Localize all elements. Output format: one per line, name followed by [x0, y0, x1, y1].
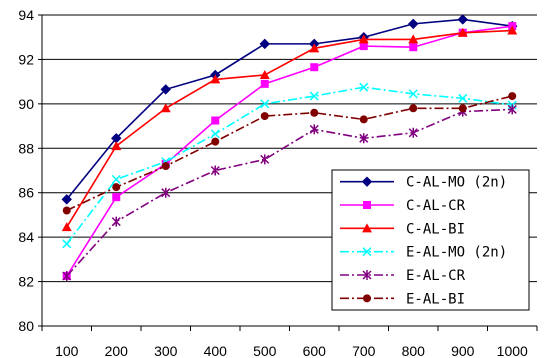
legend-item: C-AL-BI [340, 221, 465, 237]
data-point [111, 141, 122, 151]
data-point [457, 14, 468, 25]
data-point [260, 79, 269, 88]
data-point [161, 162, 170, 171]
legend-swatch-marker [362, 223, 372, 233]
y-tick-label: 94 [18, 7, 34, 23]
data-point [260, 154, 270, 165]
data-point [409, 43, 418, 52]
x-tick-label: 400 [204, 343, 228, 358]
x-tick-label: 200 [105, 343, 129, 358]
y-tick-label: 92 [18, 51, 34, 67]
series-5 [62, 104, 517, 282]
x-tick-label: 100 [55, 343, 79, 358]
data-point [62, 239, 72, 249]
data-point [160, 84, 171, 95]
data-point [61, 194, 72, 205]
y-tick-label: 82 [18, 274, 34, 290]
data-point [260, 99, 270, 109]
series-line [66, 108, 513, 277]
data-point [507, 25, 518, 35]
data-point [62, 271, 72, 282]
data-point [359, 133, 369, 144]
legend-label: E-AL-BI [406, 291, 465, 307]
x-tick-label: 500 [253, 343, 277, 358]
x-tick-label: 800 [402, 343, 426, 358]
legend-label: E-AL-CR [406, 268, 466, 284]
data-point [309, 43, 320, 53]
legend-label: C-AL-MO (2n) [406, 175, 507, 191]
legend-box [331, 169, 530, 311]
legend-item: E-AL-BI [340, 291, 465, 307]
data-point [359, 42, 368, 51]
data-point [210, 129, 220, 139]
data-point [210, 165, 220, 176]
data-point [112, 193, 121, 202]
data-point [160, 103, 171, 113]
data-point [508, 92, 517, 101]
data-point [408, 34, 419, 44]
data-point [408, 18, 419, 30]
legend-swatch-marker [362, 270, 372, 280]
data-point [61, 222, 72, 232]
legend-swatch-marker [363, 294, 371, 303]
gridlines [42, 14, 537, 283]
legend-swatch-marker [362, 247, 372, 257]
data-point [309, 124, 319, 135]
data-point [408, 89, 418, 99]
axes: 80 82 84 86 88 90 92 94 100 200 300 400 500 600 700 800… [18, 7, 538, 358]
legend-item: E-AL-CR [340, 268, 466, 284]
series-line [66, 95, 513, 212]
data-point [112, 183, 121, 192]
data-point [62, 206, 71, 215]
legend-label: C-AL-BI [406, 221, 465, 237]
y-tick-label: 86 [18, 185, 34, 201]
legend-swatch-marker [361, 176, 373, 187]
series-line [66, 29, 513, 228]
data-point [211, 137, 220, 146]
series-6 [62, 92, 517, 215]
x-tick-label: 300 [154, 343, 178, 358]
series-line [66, 86, 513, 245]
data-point [111, 174, 121, 184]
data-point [260, 112, 269, 121]
data-point [358, 34, 369, 44]
data-point [409, 104, 418, 113]
x-tick-label: 1000 [497, 343, 528, 358]
series-3 [61, 25, 518, 232]
data-point [458, 93, 468, 103]
legend-item: E-AL-MO (2n) [340, 245, 507, 261]
legend-item: C-AL-MO (2n) [340, 175, 507, 191]
x-tick-label: 600 [303, 343, 327, 358]
x-tick-label: 900 [451, 343, 475, 358]
y-tick-label: 90 [18, 96, 34, 112]
y-tick-label: 80 [18, 318, 34, 334]
y-tick-label: 84 [18, 229, 34, 245]
data-point [309, 91, 319, 101]
data-point [111, 216, 121, 227]
data-point [259, 69, 270, 79]
legend-label: E-AL-MO (2n) [406, 245, 507, 261]
series-line [66, 25, 513, 277]
data-point [211, 116, 220, 125]
data-point [210, 74, 221, 84]
data-point [259, 38, 270, 50]
legend-item: C-AL-CR [340, 198, 466, 214]
y-tick-label: 88 [18, 140, 34, 156]
data-point [408, 127, 418, 138]
x-tick-label: 700 [352, 343, 376, 358]
data-point [458, 104, 467, 113]
data-point [457, 27, 468, 37]
data-point [310, 63, 319, 72]
data-point [359, 82, 369, 92]
data-point [507, 104, 517, 115]
legend: C-AL-MO (2n) C-AL-CR C-AL-BI E-AL-MO (2n) E-… [331, 169, 530, 311]
series-line [66, 18, 513, 200]
legend-swatch-marker [363, 201, 371, 209]
legend-label: C-AL-CR [406, 198, 466, 214]
data-point [359, 115, 368, 124]
data-point [310, 108, 319, 117]
series-lines [61, 14, 518, 282]
data-point [161, 187, 171, 198]
